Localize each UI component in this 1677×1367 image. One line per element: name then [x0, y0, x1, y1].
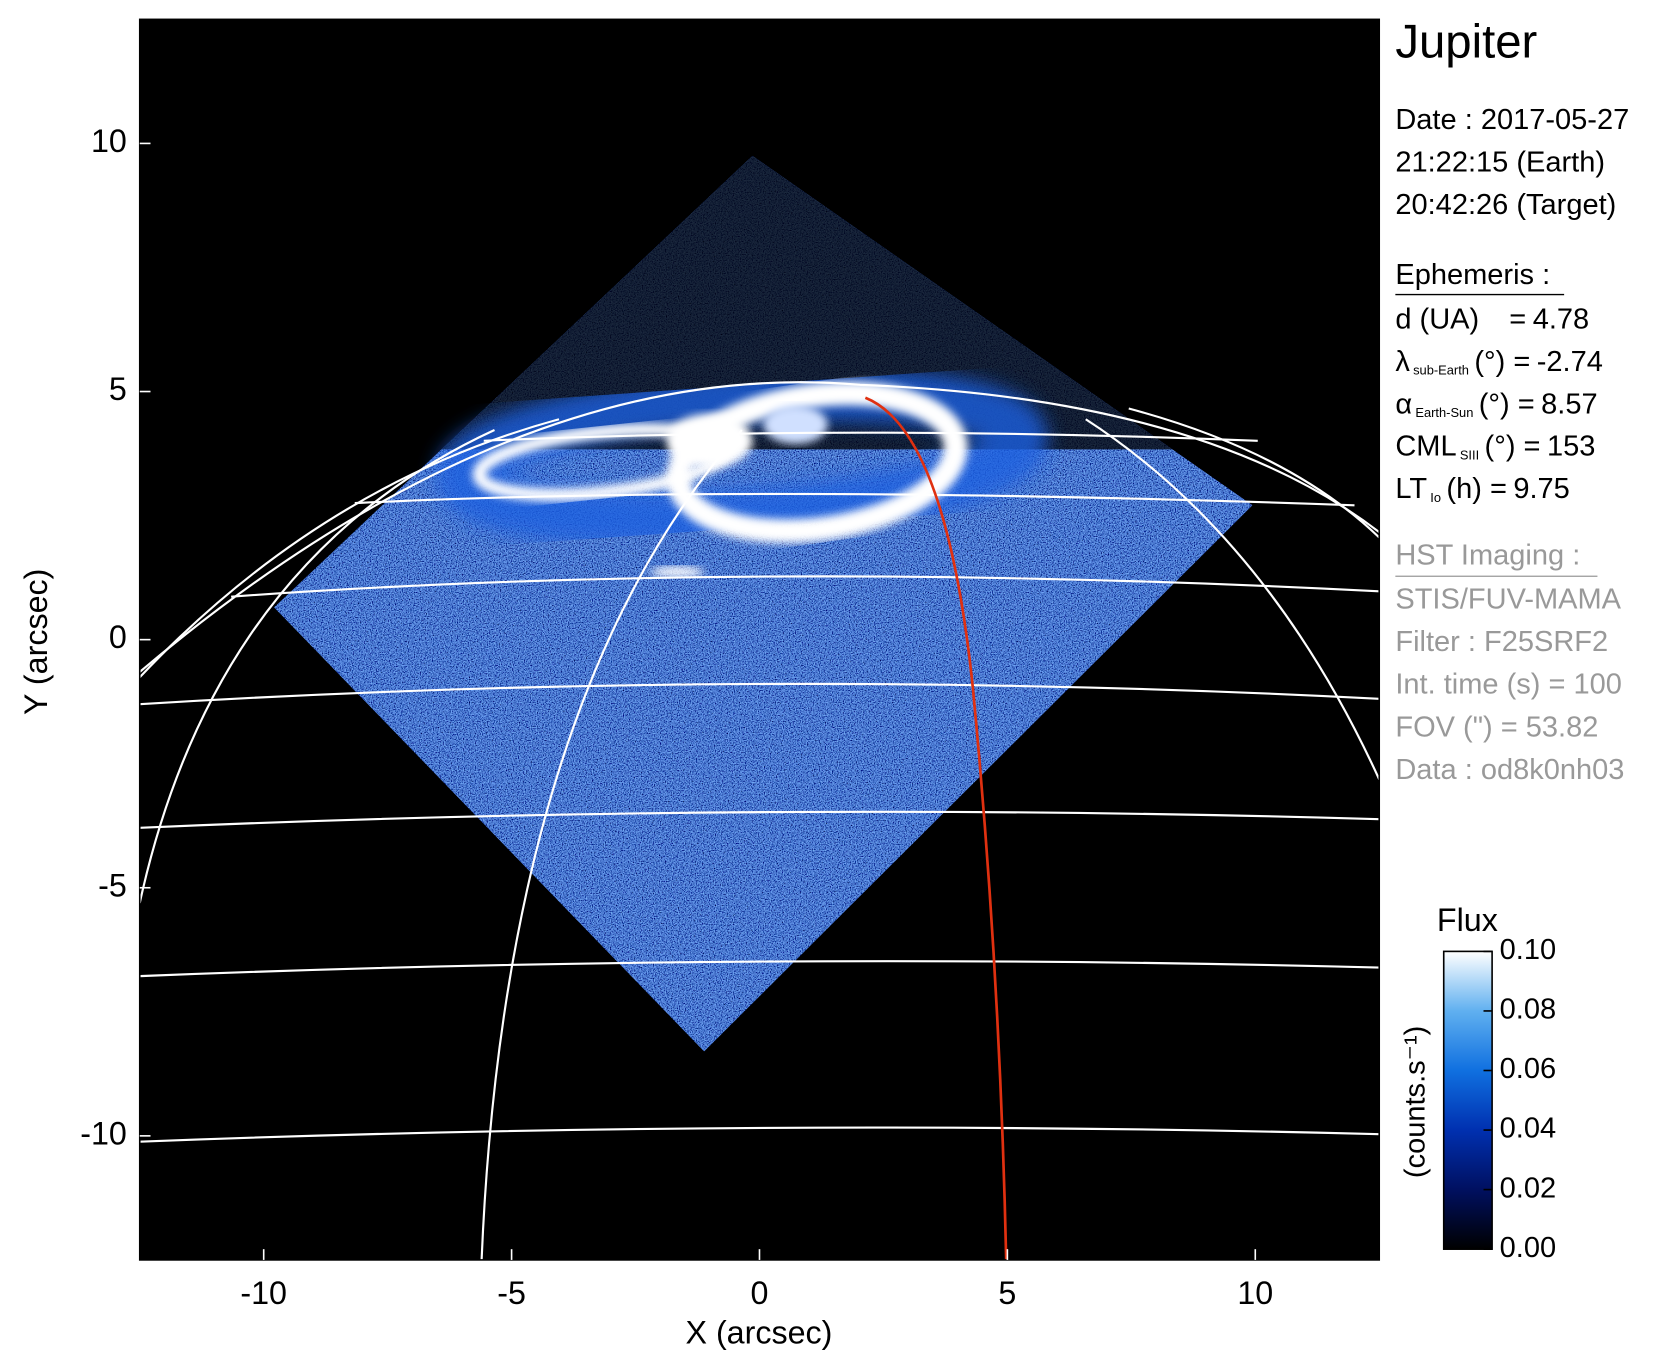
info-line: 21:22:15 (Earth) — [1395, 147, 1605, 179]
y-axis-label: Y (arcsec) — [18, 569, 54, 715]
y-tick-label: 0 — [109, 619, 127, 655]
aurora — [436, 367, 1048, 578]
symbol: λ — [1395, 345, 1410, 377]
colorbar-tick-label: 0.06 — [1500, 1053, 1556, 1085]
x-axis-label: X (arcsec) — [685, 1315, 832, 1351]
ephemeris-row: CML SIII (°) = 153 — [1395, 430, 1595, 462]
x-tick-label: 5 — [998, 1275, 1016, 1311]
x-tick-label: -5 — [497, 1275, 526, 1311]
subscript: sub-Earth — [1413, 363, 1469, 378]
info-line: Date : 2017-05-27 — [1395, 104, 1629, 136]
subscript: SIII — [1460, 448, 1479, 463]
value: 8.57 — [1541, 388, 1597, 420]
unit: (°) = — [1474, 345, 1530, 377]
colorbar-tick-label: 0.10 — [1500, 934, 1556, 966]
unit: (h) = — [1446, 473, 1506, 505]
subscript: Earth-Sun — [1415, 405, 1473, 420]
unit: (°) = — [1485, 430, 1541, 462]
imaging-line: Data : od8k0nh03 — [1395, 754, 1624, 786]
colorbar-tick-label: 0.08 — [1500, 994, 1556, 1026]
y-tick-label: 5 — [109, 371, 127, 407]
value: 4.78 — [1533, 303, 1589, 335]
symbol: d (UA) — [1395, 303, 1479, 335]
unit: = — [1509, 303, 1526, 335]
ephemeris-row: LT Io (h) = 9.75 — [1395, 473, 1569, 505]
subscript: Io — [1430, 490, 1441, 505]
x-tick-label: 0 — [751, 1275, 769, 1311]
x-tick-label: -10 — [240, 1275, 287, 1311]
value: 153 — [1547, 430, 1595, 462]
title: Jupiter — [1395, 16, 1537, 69]
imaging-line: FOV (") = 53.82 — [1395, 711, 1598, 743]
imaging-line: Int. time (s) = 100 — [1395, 669, 1622, 701]
imaging-title: HST Imaging : — [1395, 540, 1580, 572]
imaging-line: STIS/FUV-MAMA — [1395, 584, 1621, 616]
symbol: LT — [1395, 473, 1427, 505]
info-line: 20:42:26 (Target) — [1395, 189, 1616, 221]
x-tick-label: 10 — [1237, 1275, 1273, 1311]
ephemeris-row: α Earth-Sun (°) = 8.57 — [1395, 388, 1597, 420]
colorbar — [1442, 950, 1493, 1250]
planet-grid — [139, 381, 1380, 1260]
y-tick-label: -10 — [80, 1115, 127, 1151]
colorbar-tick-label: 0.00 — [1500, 1232, 1556, 1264]
ephemeris-row: d (UA) = 4.78 — [1395, 303, 1589, 335]
colorbar-tick-label: 0.04 — [1500, 1113, 1556, 1145]
ephemeris-row: λ sub-Earth (°) = -2.74 — [1395, 345, 1603, 377]
colorbar-tick-label: 0.02 — [1500, 1172, 1556, 1204]
side-panel: Date : 2017-05-27 21:22:15 (Earth) 20:42:2… — [1395, 104, 1629, 786]
symbol: α — [1395, 388, 1412, 420]
image-panel — [139, 19, 1380, 1260]
value: -2.74 — [1537, 345, 1603, 377]
unit: (°) = — [1479, 388, 1535, 420]
value: 9.75 — [1513, 473, 1569, 505]
ephemeris-title: Ephemeris : — [1395, 259, 1550, 291]
y-tick-label: -5 — [98, 867, 127, 903]
colorbar-label: (counts.s⁻¹) — [1400, 1026, 1432, 1178]
meridian — [864, 396, 1008, 1260]
y-tick-label: 10 — [91, 123, 127, 159]
colorbar-title: Flux — [1437, 902, 1498, 938]
imaging-line: Filter : F25SRF2 — [1395, 626, 1608, 658]
symbol: CML — [1395, 430, 1456, 462]
